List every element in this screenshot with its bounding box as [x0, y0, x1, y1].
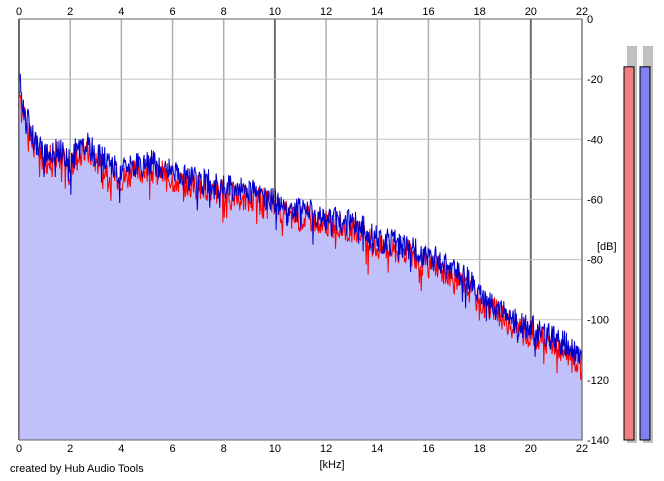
spectrum-fill-area — [19, 73, 582, 441]
x-tick-label-bottom: 12 — [320, 443, 332, 455]
series-right-line — [18, 73, 583, 370]
x-tick-label-top: 20 — [525, 6, 537, 18]
y-tick-label: -40 — [587, 134, 603, 146]
y-tick-label: -60 — [587, 194, 603, 206]
level-meter-left — [623, 66, 635, 441]
x-axis-label: [kHz] — [319, 459, 344, 471]
x-tick-label-top: 12 — [320, 6, 332, 18]
x-tick-label-bottom: 2 — [67, 443, 73, 455]
x-tick-label-bottom: 16 — [422, 443, 434, 455]
x-tick-label-bottom: 14 — [371, 443, 383, 455]
x-tick-label-bottom: 18 — [474, 443, 486, 455]
x-tick-label-bottom: 10 — [269, 443, 281, 455]
y-axis-label: [dB] — [597, 241, 617, 253]
x-tick-label-top: 2 — [67, 6, 73, 18]
level-meters — [623, 46, 653, 443]
x-tick-labels-top: 0 2 4 6 8 10 12 14 16 18 20 22 — [16, 6, 588, 18]
y-tick-label: -100 — [587, 315, 609, 327]
x-tick-label-top: 6 — [169, 6, 175, 18]
x-tick-label-top: 4 — [118, 6, 124, 18]
y-tick-label: -80 — [587, 255, 603, 267]
x-tick-label-bottom: 0 — [16, 443, 22, 455]
y-tick-label: -140 — [587, 435, 609, 447]
y-tick-label: -20 — [587, 74, 603, 86]
y-tick-labels: 0 -20 -40 -60 -80 -100 -120 -140 — [587, 14, 609, 447]
x-tick-labels-bottom: 0 2 4 6 8 10 12 14 16 18 20 22 — [16, 443, 588, 455]
x-tick-label-top: 22 — [576, 6, 588, 18]
x-tick-label-top: 14 — [371, 6, 383, 18]
y-tick-label: -120 — [587, 375, 609, 387]
x-tick-label-bottom: 22 — [576, 443, 588, 455]
x-tick-label-bottom: 6 — [169, 443, 175, 455]
credit-text: created by Hub Audio Tools — [10, 463, 144, 475]
plot-border — [18, 18, 583, 441]
x-tick-label-top: 16 — [422, 6, 434, 18]
x-tick-label-top: 0 — [16, 6, 22, 18]
x-tick-label-bottom: 4 — [118, 443, 124, 455]
x-tick-label-bottom: 20 — [525, 443, 537, 455]
x-tick-label-bottom: 8 — [221, 443, 227, 455]
x-tick-label-top: 8 — [221, 6, 227, 18]
x-tick-label-top: 18 — [474, 6, 486, 18]
level-meter-right — [639, 66, 651, 441]
x-tick-label-top: 10 — [269, 6, 281, 18]
y-tick-label: 0 — [587, 14, 593, 26]
